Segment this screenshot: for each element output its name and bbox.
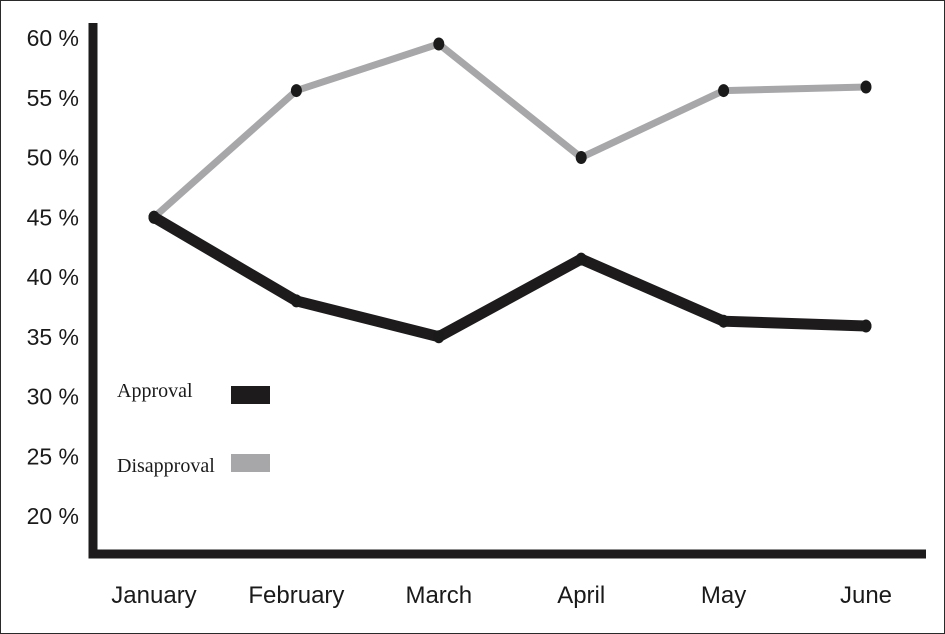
legend-swatch-disapproval	[231, 454, 270, 472]
legend-swatch-approval	[231, 386, 270, 404]
x-tick-label: February	[248, 582, 344, 609]
y-tick-label: 35 %	[27, 324, 79, 350]
data-markers	[148, 37, 872, 344]
data-point-disapproval	[433, 37, 445, 51]
y-tick-label: 20 %	[27, 503, 79, 529]
data-point-approval	[290, 294, 302, 308]
x-tick-label: March	[405, 582, 472, 609]
y-tick-label: 40 %	[27, 264, 79, 290]
legend-label-approval: Approval	[117, 380, 193, 402]
data-point-disapproval	[718, 84, 730, 98]
x-axis-ticks: January February March April May June	[111, 582, 892, 609]
series-lines	[148, 40, 872, 343]
data-point-disapproval	[290, 84, 302, 98]
x-tick-label: April	[557, 582, 605, 609]
y-tick-label: 25 %	[27, 443, 79, 469]
y-tick-label: 30 %	[27, 384, 79, 410]
x-tick-label: January	[111, 582, 196, 609]
y-tick-label: 45 %	[27, 204, 79, 230]
series-line-disapproval	[150, 40, 870, 221]
x-tick-label: June	[840, 582, 892, 609]
axes	[88, 23, 926, 559]
series-line-approval	[148, 211, 872, 343]
data-point-approval	[860, 319, 872, 333]
x-tick-label: May	[701, 582, 746, 609]
legend-label-disapproval: Disapproval	[117, 455, 215, 477]
y-axis-ticks: 20 % 25 % 30 % 35 % 40 % 45 % 50 % 55 % 60 %	[27, 25, 79, 529]
data-point-disapproval	[148, 210, 160, 224]
data-point-approval	[575, 252, 587, 266]
data-point-approval	[718, 314, 730, 328]
y-tick-label: 55 %	[27, 85, 79, 111]
y-tick-label: 50 %	[27, 145, 79, 171]
data-point-disapproval	[575, 151, 587, 164]
data-point-disapproval	[860, 80, 872, 94]
data-point-approval	[433, 330, 445, 344]
legend: Approval Disapproval	[117, 380, 270, 477]
y-tick-label: 60 %	[27, 25, 79, 51]
